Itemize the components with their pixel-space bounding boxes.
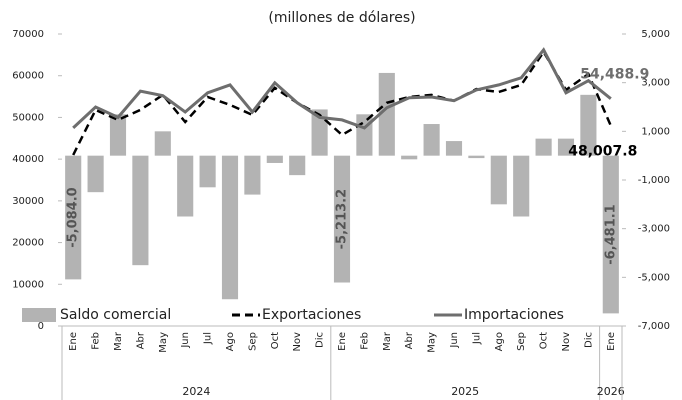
y2-tick-label: 5,000	[641, 29, 670, 40]
bar	[333, 155, 351, 283]
x-tick-label: Sep	[247, 332, 258, 351]
bar-value-label: -6,481.1	[603, 204, 618, 265]
bar	[602, 155, 619, 314]
bar	[580, 94, 597, 156]
bar	[513, 155, 530, 217]
bar	[289, 155, 306, 176]
x-tick-label: Ene	[68, 332, 79, 351]
y-tick-label: 30000	[12, 196, 44, 207]
bar	[244, 155, 261, 195]
x-tick-label: Feb	[359, 332, 370, 350]
bar	[468, 155, 485, 159]
x-tick-label: Mar	[382, 331, 393, 351]
x-tick-label: Oct	[539, 332, 550, 349]
bar	[356, 114, 373, 156]
y-tick-label: 10000	[12, 279, 44, 290]
y2-tick-label: 3,000	[641, 78, 670, 89]
line-value-label: 48,007.8	[568, 144, 637, 160]
y-tick-label: 60000	[12, 71, 44, 82]
x-tick-label: Dic	[583, 332, 594, 348]
x-tick-label: Jun	[449, 332, 460, 349]
x-tick-label: Abr	[404, 331, 415, 349]
group-label: 2024	[182, 385, 210, 398]
bar	[378, 72, 395, 156]
bar	[401, 155, 418, 160]
bar	[535, 138, 552, 156]
group-label: 2026	[597, 385, 625, 398]
bar	[266, 155, 283, 163]
x-tick-label: Ago	[494, 332, 505, 351]
x-tick-label: Ago	[225, 332, 236, 351]
x-tick-label: Dic	[315, 332, 326, 348]
bar	[445, 141, 463, 156]
bar-value-label: -5,213.2	[335, 189, 350, 250]
bar	[490, 155, 507, 205]
y-tick-label: 20000	[12, 238, 44, 249]
x-tick-label: Sep	[516, 332, 527, 351]
y2-tick-label: 1,000	[641, 126, 670, 137]
y-tick-label: 0	[38, 321, 44, 332]
legend-label: Saldo comercial	[60, 307, 171, 323]
group-label: 2025	[451, 385, 479, 398]
line	[72, 47, 612, 130]
y-tick-label: 70000	[12, 29, 44, 40]
y-tick-label: 50000	[12, 112, 44, 123]
x-tick-label: Jul	[471, 332, 482, 345]
bar	[557, 138, 575, 156]
y-tick-label: 40000	[12, 154, 44, 165]
x-tick-label: Mar	[113, 331, 124, 351]
bar-value-label: -5,084.0	[66, 187, 81, 248]
bar	[132, 155, 149, 266]
x-tick-label: Ene	[606, 332, 617, 351]
x-tick-label: Nov	[561, 332, 572, 352]
bar	[154, 131, 171, 156]
x-tick-label: Nov	[292, 332, 303, 352]
bar	[423, 124, 440, 156]
line-value-label: 54,488.9	[580, 67, 649, 83]
bar	[65, 155, 82, 280]
x-tick-label: Abr	[135, 331, 146, 349]
bar	[311, 109, 328, 156]
x-tick-label: Oct	[270, 332, 281, 349]
bar	[87, 155, 104, 193]
x-tick-label: May	[158, 332, 169, 353]
x-tick-label: Feb	[91, 332, 102, 350]
bar	[109, 114, 127, 156]
x-tick-label: Ene	[337, 332, 348, 351]
y2-tick-label: -7,000	[638, 321, 670, 332]
legend-label: Importaciones	[464, 307, 564, 323]
bar	[221, 155, 239, 300]
y2-tick-label: -3,000	[638, 224, 670, 235]
y2-tick-label: -5,000	[638, 272, 670, 283]
x-tick-label: Jul	[203, 332, 214, 345]
bar	[199, 155, 216, 188]
bar	[177, 155, 194, 217]
legend-label: Exportaciones	[262, 307, 361, 323]
x-tick-label: May	[427, 332, 438, 353]
x-tick-label: Jun	[180, 332, 191, 349]
chart-title: (millones de dólares)	[268, 10, 415, 26]
y2-tick-label: -1,000	[638, 175, 670, 186]
legend-swatch	[22, 308, 56, 322]
